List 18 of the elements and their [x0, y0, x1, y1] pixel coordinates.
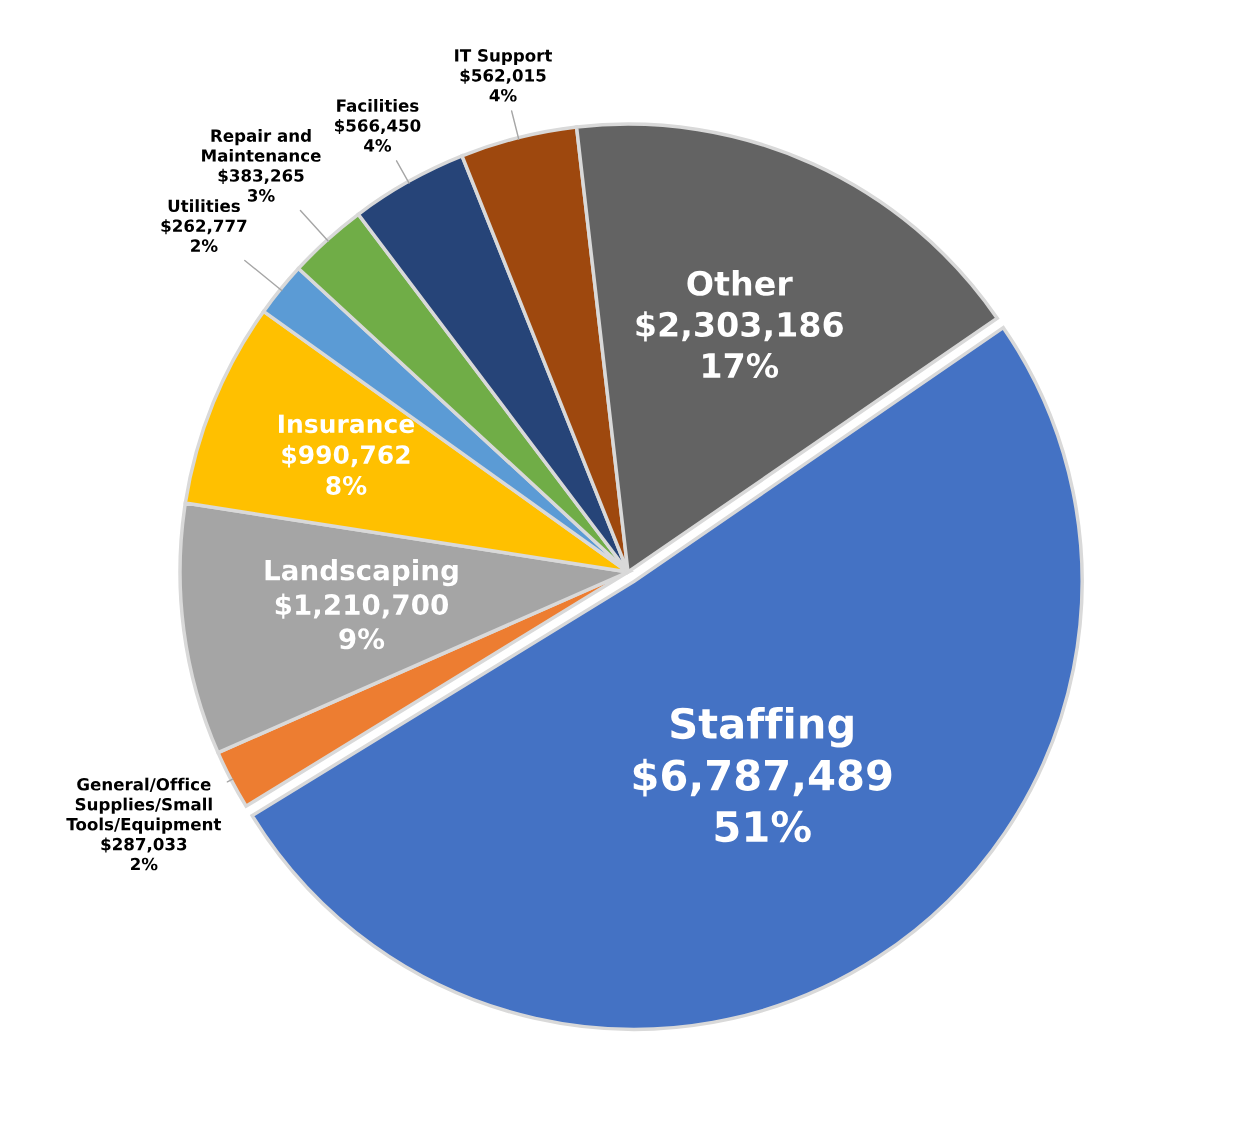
data-label: $562,015 4%	[460, 68, 546, 102]
slice-label: Facilities	[337, 98, 419, 112]
slice-label: Landscaping	[265, 559, 458, 587]
data-label: $990,762 8%	[282, 444, 410, 495]
data-label: $262,777 2%	[161, 219, 247, 252]
data-label: $383,265 3%	[218, 168, 304, 202]
slice-label: Repair and Maintenance	[202, 129, 321, 162]
slice-label: Staffing	[671, 706, 853, 748]
slice-label: Other	[687, 270, 793, 296]
data-label: $566,450 4%	[335, 118, 421, 152]
slice-label: Insurance	[279, 414, 415, 434]
data-label: $1,210,700 9%	[275, 593, 449, 650]
data-label: $2,303,186 17%	[636, 311, 843, 379]
data-label: $287,033 2%	[101, 837, 187, 871]
slice-label: Utilities	[168, 199, 240, 213]
data-label: $6,787,489 51%	[633, 758, 892, 843]
slice-label: IT Support	[455, 49, 552, 65]
slice-label: General/Office Supplies/Small Tools/Equipment	[66, 777, 222, 834]
